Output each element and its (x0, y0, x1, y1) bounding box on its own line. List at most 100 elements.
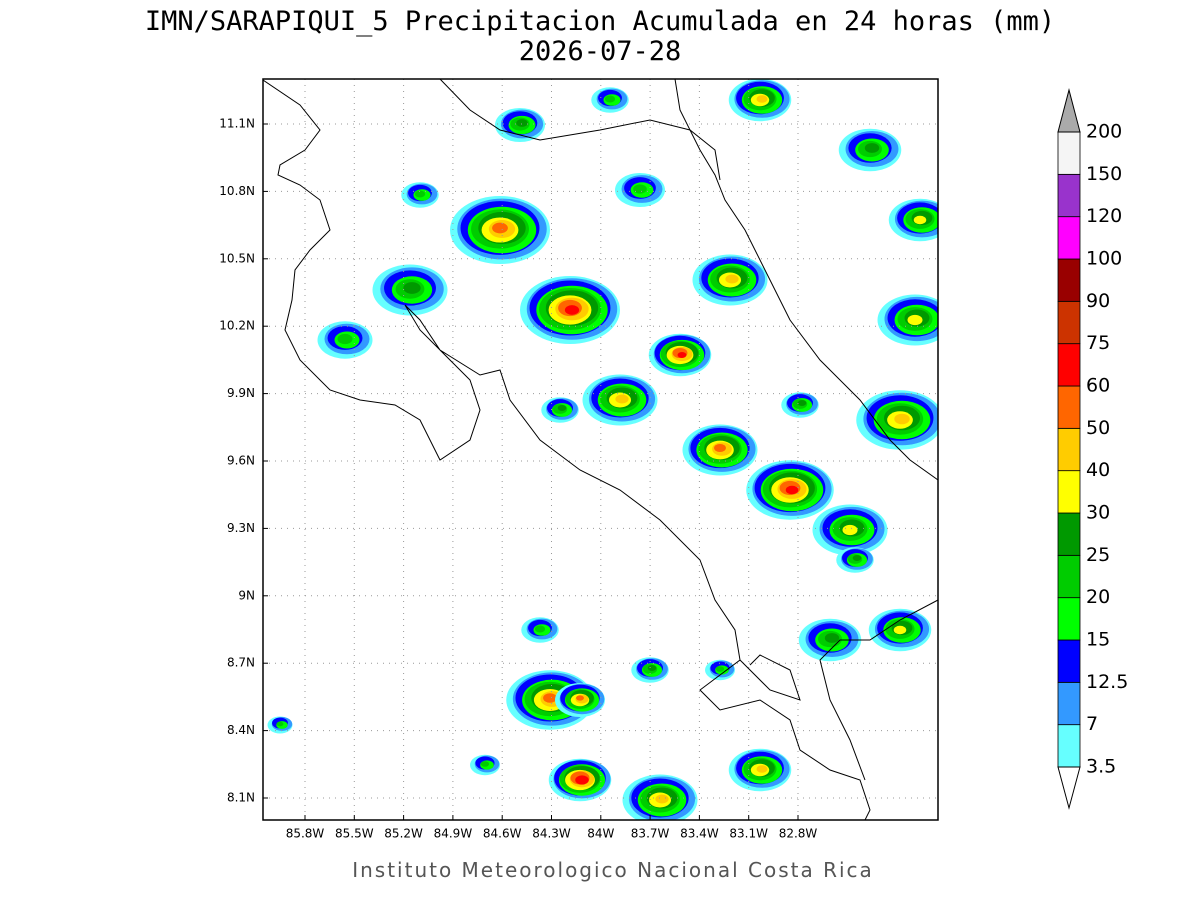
legend-label: 200 (1086, 121, 1122, 143)
lon-label: 84W (587, 827, 614, 841)
color-segment (1057, 131, 1081, 175)
rain-area (655, 794, 669, 804)
legend-label: 120 (1086, 205, 1122, 227)
lon-label: 83.1W (729, 827, 768, 841)
rain-area (492, 222, 508, 234)
coastlines (263, 79, 938, 820)
color-segment (1057, 427, 1081, 472)
color-segment (1057, 300, 1081, 345)
rain-area (852, 555, 862, 561)
lon-label: 85.8W (286, 827, 325, 841)
lat-label: 8.1N (227, 791, 255, 805)
rain-area (677, 351, 687, 359)
color-segment (1057, 724, 1081, 768)
legend-label: 15 (1086, 629, 1110, 651)
title: IMN/SARAPIQUI_5 Precipitacion Acumulada … (145, 6, 1055, 37)
lat-label: 9.9N (227, 386, 255, 400)
color-segment (1057, 597, 1081, 641)
lon-label: 83.4W (680, 827, 719, 841)
rain-area (842, 524, 858, 536)
color-segment (1057, 216, 1081, 260)
rain-area (714, 443, 726, 453)
legend-label: 20 (1086, 586, 1110, 608)
legend-label: 50 (1086, 417, 1110, 439)
lon-label: 82.8W (779, 827, 818, 841)
legend-label: 40 (1086, 459, 1110, 481)
lon-label: 85.5W (335, 827, 374, 841)
rain-area (864, 143, 880, 153)
legend-label: 7 (1086, 713, 1098, 735)
legend-label: 150 (1086, 163, 1122, 185)
lat-label: 9.3N (227, 521, 255, 535)
legend-label: 60 (1086, 375, 1110, 397)
over-triangle (1057, 88, 1081, 133)
color-segment (1057, 173, 1081, 218)
rain-area (725, 274, 739, 284)
rain-area (647, 665, 657, 671)
rain-area (564, 305, 580, 315)
rain-area (797, 400, 807, 406)
lat-label: 10.5N (219, 251, 255, 265)
legend-label: 30 (1086, 502, 1110, 524)
lat-label: 11.1N (219, 117, 255, 131)
rain-area (756, 765, 768, 773)
rain-area (913, 215, 927, 225)
golfo-dulce (739, 654, 801, 701)
color-segment (1057, 258, 1081, 302)
precipitation-field (267, 79, 938, 820)
rain-area (824, 633, 840, 643)
rain-area (615, 394, 629, 404)
rain-area (907, 314, 923, 326)
lat-label: 9N (238, 588, 255, 602)
rain-area (604, 95, 616, 103)
color-segment (1057, 512, 1081, 556)
rain-area (894, 413, 910, 425)
north-border (439, 79, 721, 181)
lon-label: 85.2W (384, 827, 423, 841)
rain-area (534, 625, 546, 633)
lat-label: 9.6N (227, 454, 255, 468)
color-segment (1057, 681, 1081, 726)
lat-label: 10.8N (219, 184, 255, 198)
rain-area (403, 282, 421, 294)
footer: Instituto Meteorologico Nacional Costa R… (352, 858, 874, 882)
rain-area (480, 761, 490, 767)
lon-label: 84.9W (434, 827, 473, 841)
legend-label: 100 (1086, 248, 1122, 270)
graticule: 85.8W 85.5W 85.2W 84.9W 84.6W 84.3W 84W 83.7W 83… (219, 79, 938, 841)
color-bar: 3.5 7 12.5 15 20 25 30 40 50 60 75 90 100 120 150 200 (1057, 88, 1128, 810)
rain-area (337, 333, 353, 345)
color-segment (1057, 385, 1081, 429)
lon-label: 84.6W (483, 827, 522, 841)
color-segment (1057, 470, 1081, 514)
under-triangle (1057, 766, 1081, 810)
pacific-coast (263, 79, 871, 820)
rain-area (633, 184, 647, 194)
lat-label: 8.4N (227, 723, 255, 737)
color-segment (1057, 343, 1081, 387)
rain-area (575, 775, 589, 785)
legend-label: 90 (1086, 290, 1110, 312)
lon-label: 83.7W (631, 827, 670, 841)
rain-area (276, 721, 284, 727)
rain-area (715, 666, 725, 672)
lon-label: 84.3W (532, 827, 571, 841)
south-border (819, 599, 938, 781)
legend-label: 75 (1086, 332, 1110, 354)
legend-label: 12.5 (1086, 671, 1128, 693)
legend-label: 25 (1086, 544, 1110, 566)
rain-area (576, 695, 584, 701)
legend-label: 3.5 (1086, 756, 1116, 778)
rain-area (516, 119, 528, 127)
lat-label: 8.7N (227, 656, 255, 670)
color-segment (1057, 554, 1081, 599)
lat-label: 10.2N (219, 319, 255, 333)
caribbean-coast (674, 79, 938, 481)
rain-area (414, 190, 426, 198)
date: 2026-07-28 (519, 36, 682, 67)
rain-area (893, 625, 907, 635)
rain-area (557, 405, 567, 411)
rain-area (785, 485, 799, 495)
color-segment (1057, 639, 1081, 683)
